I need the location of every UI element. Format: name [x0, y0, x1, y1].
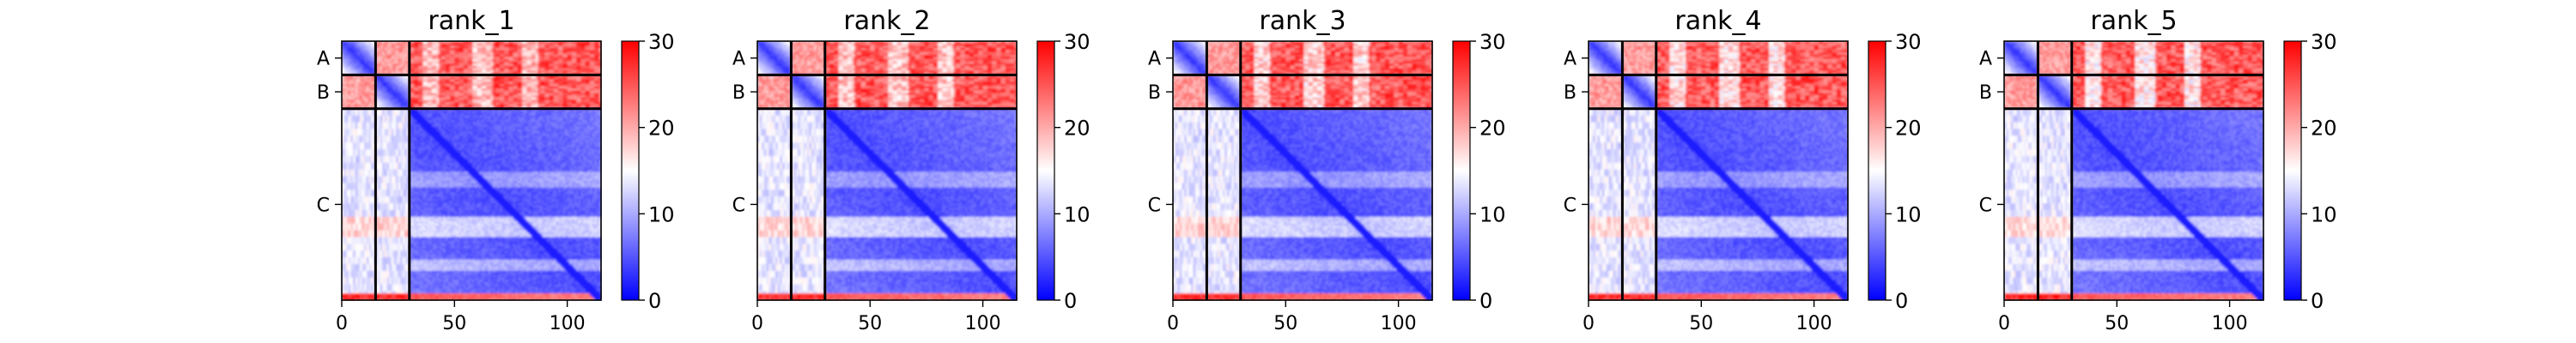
heatmap: [342, 41, 602, 301]
